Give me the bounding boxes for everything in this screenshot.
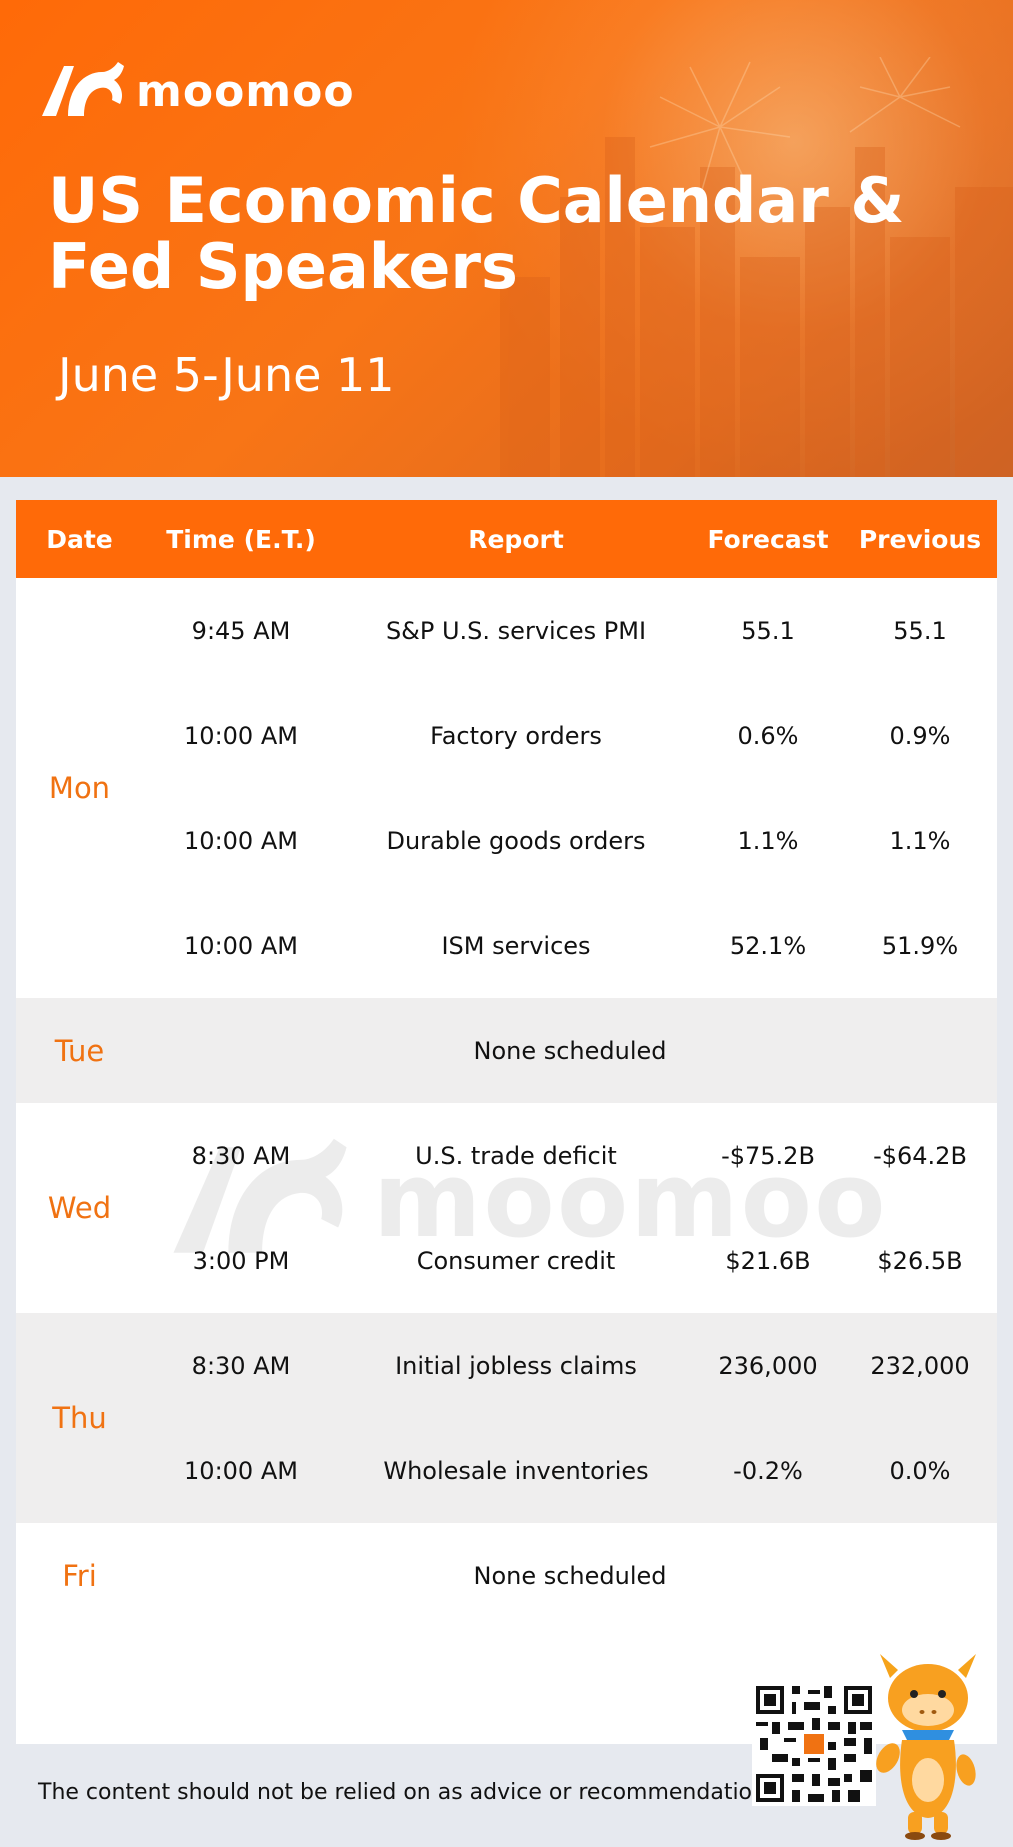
time-cell: 8:30 AM <box>191 1141 291 1170</box>
forecast-cell: 52.1% <box>729 931 807 960</box>
time-cell: 10:00 AM <box>184 1456 298 1485</box>
previous-cell: -$64.2B <box>873 1141 967 1170</box>
previous-cell: 232,000 <box>870 1351 970 1380</box>
column-header-forecast: Forecast <box>707 524 829 554</box>
none-scheduled-text: None scheduled <box>473 1036 667 1065</box>
table-row: 10:00 AM ISM services 52.1% 51.9% <box>16 893 997 998</box>
forecast-cell: -$75.2B <box>721 1141 815 1170</box>
report-cell: U.S. trade deficit <box>415 1141 617 1170</box>
table-row: 8:30 AM Initial jobless claims 236,000 2… <box>16 1313 997 1418</box>
column-header-report: Report <box>468 524 564 554</box>
report-cell: S&P U.S. services PMI <box>385 616 647 645</box>
moomoo-logo: moomoo <box>38 58 355 124</box>
moomoo-logo-icon <box>42 62 124 116</box>
day-group-tue: Tue None scheduled <box>16 998 997 1103</box>
previous-cell: 1.1% <box>889 826 951 855</box>
previous-cell: $26.5B <box>877 1246 963 1275</box>
table-row: 10:00 AM Wholesale inventories -0.2% 0.0… <box>16 1418 997 1523</box>
day-group-mon: Mon 9:45 AM S&P U.S. services PMI 55.1 5… <box>16 578 997 998</box>
table-row: 9:45 AM S&P U.S. services PMI 55.1 55.1 <box>16 578 997 683</box>
time-cell: 10:00 AM <box>184 721 298 750</box>
report-cell: Durable goods orders <box>386 826 646 855</box>
forecast-cell: -0.2% <box>733 1456 803 1485</box>
previous-cell: 0.9% <box>889 721 951 750</box>
column-header-previous: Previous <box>858 524 982 554</box>
day-group-thu: Thu 8:30 AM Initial jobless claims 236,0… <box>16 1313 997 1523</box>
mascot-icon <box>876 1654 976 1840</box>
day-label: Mon <box>48 771 111 805</box>
economic-calendar-table: Date Time (E.T.) Report Forecast Previou… <box>16 500 997 1744</box>
report-cell: Consumer credit <box>416 1246 616 1275</box>
day-label: Fri <box>62 1558 97 1593</box>
forecast-cell: 0.6% <box>737 721 799 750</box>
previous-cell: 51.9% <box>881 931 959 960</box>
table-row: 10:00 AM Durable goods orders 1.1% 1.1% <box>16 788 997 893</box>
table-row: 10:00 AM Factory orders 0.6% 0.9% <box>16 683 997 788</box>
date-range: June 5-June 11 <box>58 348 395 402</box>
time-cell: 9:45 AM <box>191 616 291 645</box>
report-cell: Factory orders <box>430 721 602 750</box>
report-cell: ISM services <box>441 931 591 960</box>
page-title: US Economic Calendar & Fed Speakers <box>48 164 905 303</box>
city-skyline-image <box>500 57 1013 477</box>
brand-name: moomoo <box>136 65 355 117</box>
table-row: 3:00 PM Consumer credit $21.6B $26.5B <box>16 1208 997 1313</box>
table-row: 8:30 AM U.S. trade deficit -$75.2B -$64.… <box>16 1103 997 1208</box>
forecast-cell: 236,000 <box>718 1351 818 1380</box>
qr-code-icon[interactable] <box>752 1682 876 1806</box>
day-group-wed: Wed 8:30 AM U.S. trade deficit -$75.2B -… <box>16 1103 997 1313</box>
time-cell: 10:00 AM <box>184 826 298 855</box>
day-label: Wed <box>47 1191 112 1225</box>
forecast-cell: 55.1 <box>741 616 795 645</box>
header-banner: moomoo US Economic Calendar & Fed Speake… <box>0 0 1013 477</box>
none-scheduled-text: None scheduled <box>473 1561 667 1590</box>
report-cell: Wholesale inventories <box>383 1456 649 1485</box>
forecast-cell: 1.1% <box>737 826 799 855</box>
time-cell: 8:30 AM <box>191 1351 291 1380</box>
disclaimer-text: The content should not be relied on as a… <box>38 1780 773 1805</box>
time-cell: 3:00 PM <box>192 1246 290 1275</box>
column-header-time: Time (E.T.) <box>166 524 316 554</box>
previous-cell: 0.0% <box>889 1456 951 1485</box>
table-header: Date Time (E.T.) Report Forecast Previou… <box>16 500 997 578</box>
fireworks-glow <box>453 0 1013 477</box>
forecast-cell: $21.6B <box>725 1246 811 1275</box>
report-cell: Initial jobless claims <box>395 1351 637 1380</box>
day-label: Thu <box>52 1401 107 1435</box>
day-label: Tue <box>54 1033 105 1068</box>
day-group-fri: Fri None scheduled <box>16 1523 997 1744</box>
previous-cell: 55.1 <box>893 616 947 645</box>
time-cell: 10:00 AM <box>184 931 298 960</box>
column-header-date: Date <box>46 524 113 554</box>
